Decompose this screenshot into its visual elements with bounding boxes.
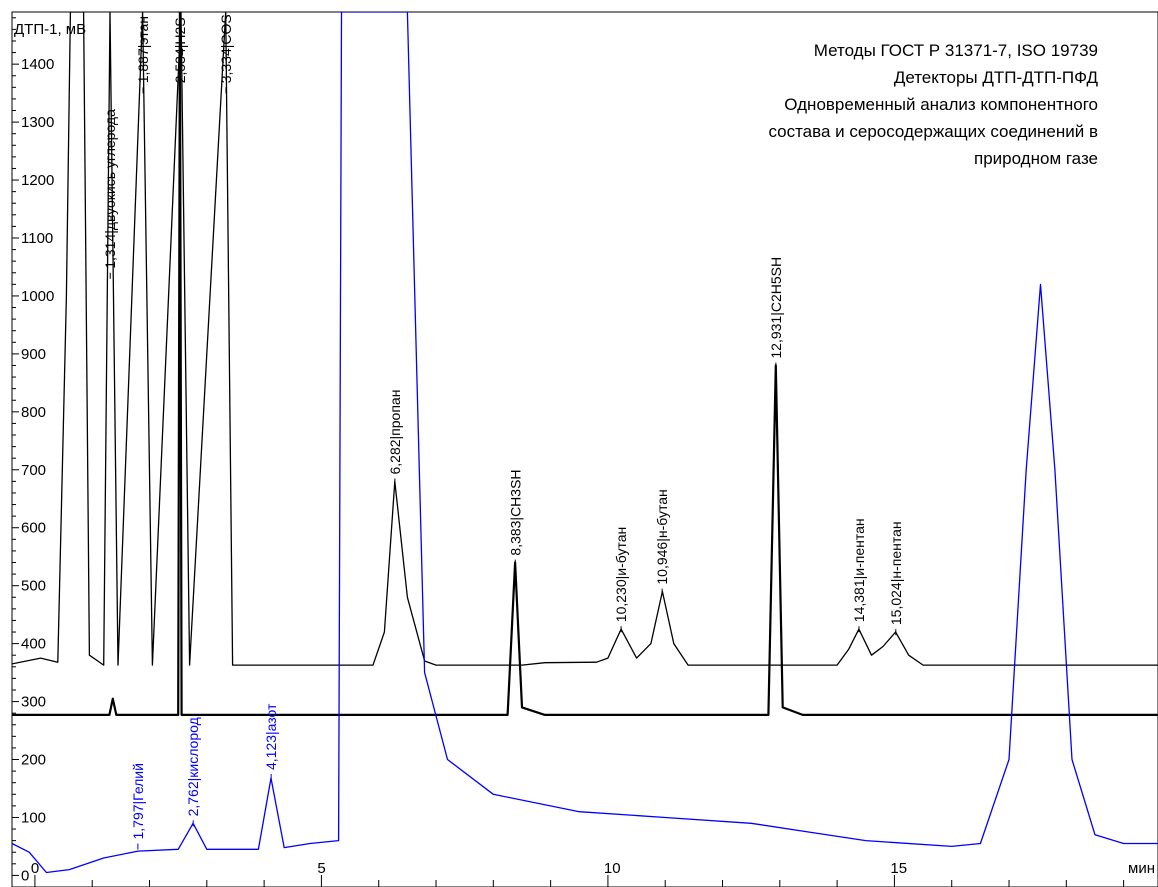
y-tick-label: 1100 (21, 230, 53, 247)
info-line: Детекторы ДТП-ДТП-ПФД (894, 68, 1099, 87)
y-tick-label: 400 (21, 636, 46, 653)
x-axis-label: мин (1128, 860, 1155, 877)
peak-label: 3,334|COS (218, 14, 234, 83)
x-tick-label: 0 (31, 860, 39, 877)
peak-label: 1,887|этан (135, 16, 151, 83)
peak-label: 12,931|C2H5SH (768, 257, 784, 359)
y-tick-label: 900 (21, 346, 46, 363)
info-line: состава и серосодержащих соединений в (768, 122, 1098, 141)
peak-label: 4,123|азот (263, 703, 279, 770)
method-info-text: Методы ГОСТ Р 31371-7, ISO 19739 Детекто… (768, 41, 1098, 168)
info-line: Одновременный анализ компонентного (784, 95, 1098, 114)
x-tick-label: 5 (317, 860, 325, 877)
traces (12, 12, 1158, 874)
x-tick-label: 10 (604, 860, 621, 877)
y-tick-label: 1400 (21, 56, 54, 73)
trace-line-1 (12, 12, 1158, 666)
info-line: Методы ГОСТ Р 31371-7, ISO 19739 (814, 41, 1098, 60)
peak-label: 10,230|и-бутан (613, 527, 629, 622)
y-tick-label: 0 (21, 867, 29, 884)
peak-label: 6,282|пропан (387, 390, 403, 475)
y-tick-label: 500 (21, 578, 46, 595)
y-tick-label: 1300 (21, 114, 54, 131)
y-axis-label: ДТП-1, мВ (14, 21, 86, 38)
y-tick-label: 200 (21, 752, 46, 769)
peak-label: 1,797|Гелий (130, 763, 146, 839)
peak-labels: 1,314|двуокись углерода 1,887|этан 2,534|H… (102, 14, 904, 850)
peak-label: 8,383|CH3SH (507, 469, 523, 555)
y-tick-label: 1200 (21, 172, 54, 189)
y-tick-label: 700 (21, 462, 46, 479)
x-axis: 0 5 10 15 (31, 860, 1125, 887)
peak-label: 15,024|н-пентан (888, 521, 904, 625)
trace-line-3 (12, 12, 1158, 874)
peak-label: 1,314|двуокись углерода (102, 109, 118, 269)
y-tick-label: 600 (21, 520, 46, 537)
info-line: природном газе (974, 149, 1098, 168)
y-tick-label: 1000 (21, 288, 54, 305)
x-tick-label: 15 (890, 860, 907, 877)
trace-line-2 (12, 12, 1158, 717)
peak-label: 14,381|и-пентан (851, 518, 867, 622)
y-tick-label: 300 (21, 694, 46, 711)
y-tick-label: 100 (21, 809, 46, 826)
plot-frame (11, 11, 1158, 887)
y-tick-label: 800 (21, 404, 46, 421)
peak-label: 2,534|H2S (172, 17, 188, 83)
y-axis: 0 100 200 300 400 500 600 700 800 900 1000 1100 1200… (12, 17, 54, 884)
peak-label: 10,946|н-бутан (654, 489, 670, 584)
peak-label: 2,762|кислород (185, 717, 201, 816)
